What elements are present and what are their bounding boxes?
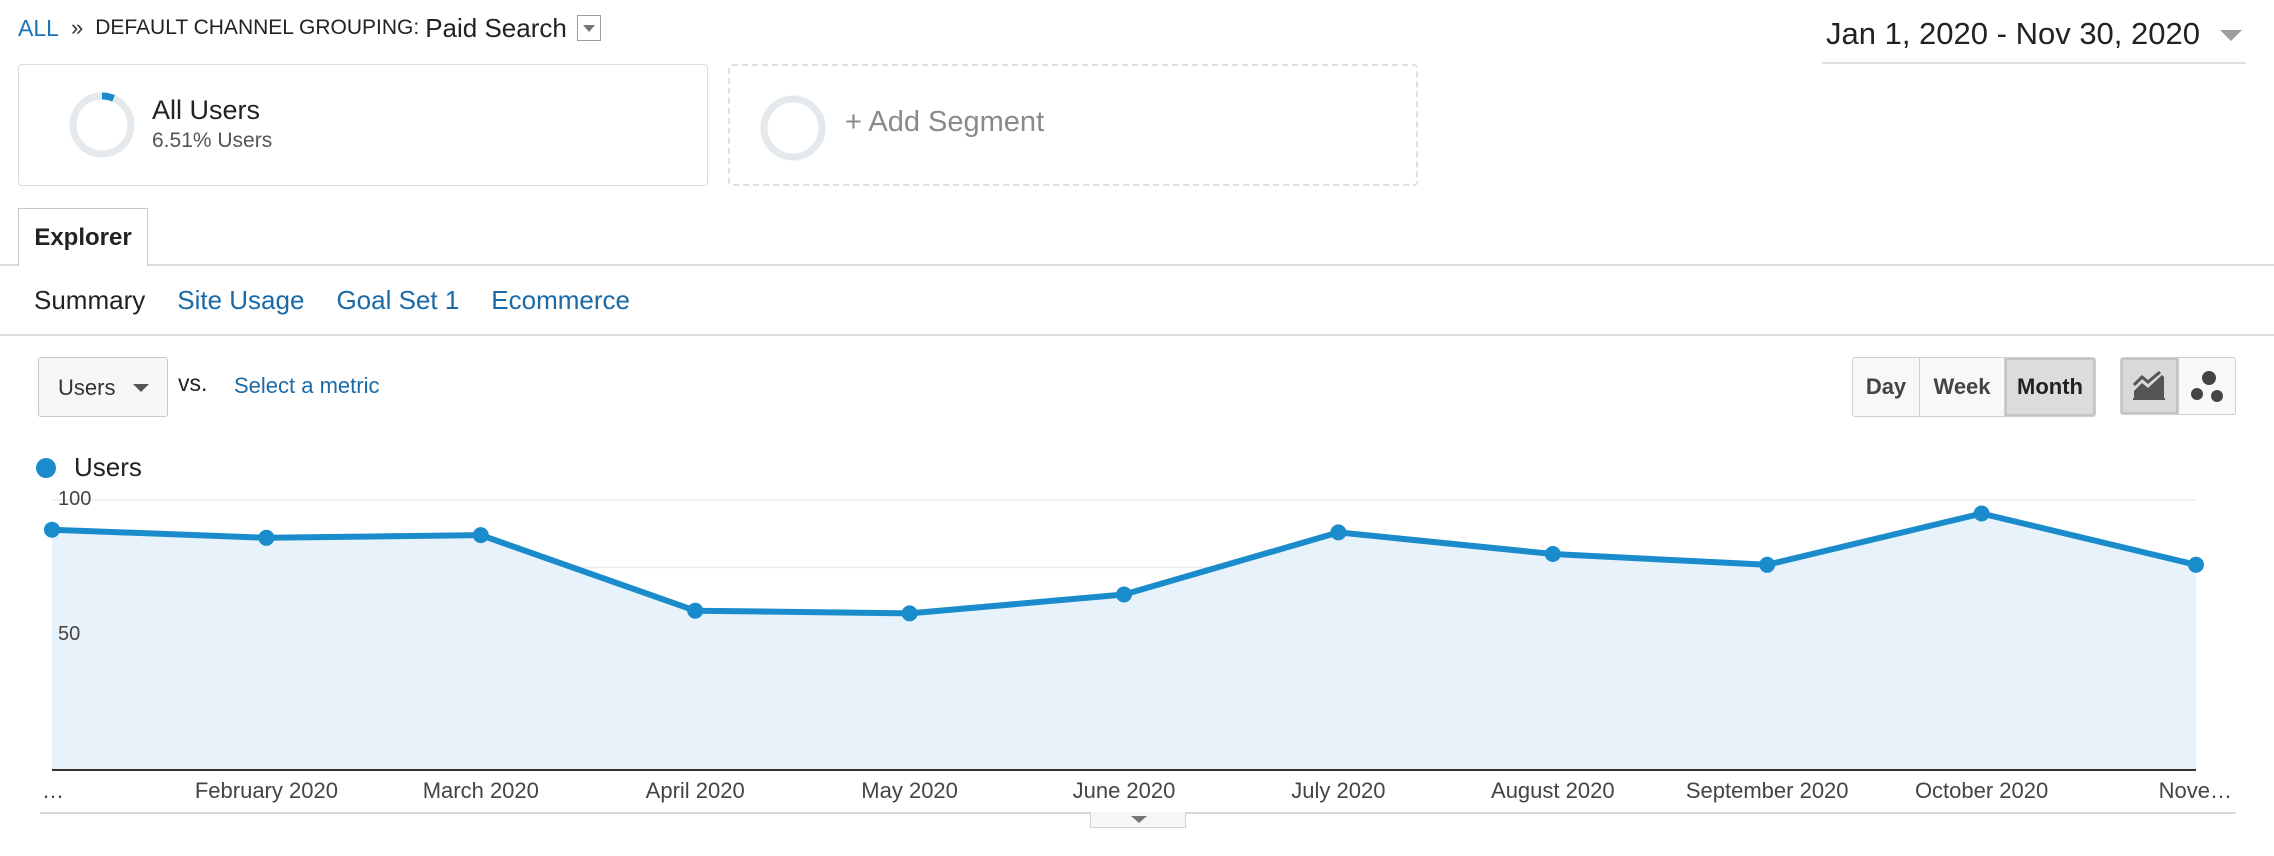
data-point[interactable]: [901, 605, 918, 622]
chart-type-toggle-group: [2120, 357, 2236, 415]
breadcrumb-all-link[interactable]: ALL: [18, 14, 59, 41]
data-point[interactable]: [1759, 556, 1776, 573]
data-point[interactable]: [1330, 524, 1347, 541]
data-point[interactable]: [1116, 586, 1132, 603]
tab-explorer[interactable]: Explorer: [18, 208, 148, 266]
subtab-divider: [0, 334, 2274, 336]
metric-select-label: Users: [58, 375, 116, 400]
data-point[interactable]: [472, 527, 489, 544]
users-line-chart: 100 50 … February 2020 March 2020 April 2020…: [42, 488, 2232, 803]
x-tick-label: …: [42, 778, 64, 803]
segment-percent: 6.51% Users: [152, 129, 273, 152]
chevron-down-icon: [2220, 30, 2242, 41]
legend-label: Users: [74, 452, 142, 482]
data-point[interactable]: [1973, 505, 1990, 522]
x-tick-label: September 2020: [1686, 778, 1849, 803]
breadcrumb-value: Paid Search: [425, 12, 567, 43]
data-point[interactable]: [2188, 556, 2204, 573]
x-axis-labels: … February 2020 March 2020 April 2020 May 20…: [42, 778, 2232, 803]
month-button[interactable]: Month: [2005, 358, 2095, 416]
x-tick-label: October 2020: [1915, 778, 2048, 803]
data-point[interactable]: [687, 602, 704, 619]
period-toggle-group: Day Week Month: [1852, 357, 2096, 417]
week-button[interactable]: Week: [1920, 358, 2005, 416]
metric-select[interactable]: Users: [38, 357, 168, 417]
x-tick-label: June 2020: [1073, 778, 1176, 803]
segment-name: All Users: [152, 95, 261, 125]
tab-divider: [0, 264, 2274, 266]
users-data-points: [44, 505, 2204, 622]
data-point[interactable]: [1544, 546, 1561, 562]
y-axis-labels: 100 50: [58, 488, 91, 645]
breadcrumb-dropdown-icon[interactable]: [576, 15, 601, 41]
subtab-ecommerce[interactable]: Ecommerce: [491, 284, 630, 315]
motion-chart-button[interactable]: [2178, 358, 2235, 414]
chart-expand-handle[interactable]: [1090, 812, 1186, 828]
subtab-site-usage[interactable]: Site Usage: [177, 284, 305, 315]
y-tick-label: 50: [58, 623, 80, 645]
y-tick-label: 100: [58, 488, 91, 510]
subtab-goal-set-1[interactable]: Goal Set 1: [336, 284, 460, 315]
chevron-down-icon: [133, 384, 149, 392]
chart-legend: Users: [36, 452, 142, 483]
breadcrumb-separator: »: [70, 15, 84, 40]
breadcrumb-dimension: DEFAULT CHANNEL GROUPING:: [95, 16, 420, 39]
x-tick-label: February 2020: [195, 778, 338, 803]
x-tick-label: May 2020: [861, 778, 958, 803]
legend-swatch: [36, 457, 56, 478]
breadcrumb: ALL » DEFAULT CHANNEL GROUPING: Paid Sea…: [18, 10, 601, 46]
line-chart-button[interactable]: [2121, 358, 2179, 414]
day-button[interactable]: Day: [1853, 358, 1920, 416]
x-tick-label: August 2020: [1491, 778, 1615, 803]
data-point[interactable]: [44, 521, 60, 538]
date-range-picker[interactable]: Jan 1, 2020 - Nov 30, 2020: [1822, 12, 2246, 64]
empty-segment-icon: [760, 95, 826, 161]
add-segment-label: + Add Segment: [845, 106, 1045, 138]
add-segment-button[interactable]: + Add Segment: [728, 64, 1418, 186]
segment-all-users[interactable]: All Users 6.51% Users: [18, 64, 708, 186]
motion-chart-icon: [2190, 371, 2223, 402]
subtab-bar: Summary Site Usage Goal Set 1 Ecommerce: [34, 282, 662, 318]
x-tick-label: March 2020: [423, 778, 539, 803]
select-metric-link[interactable]: Select a metric: [234, 373, 380, 398]
date-range-text: Jan 1, 2020 - Nov 30, 2020: [1826, 16, 2200, 51]
vs-label: vs.: [178, 370, 208, 396]
segment-donut-icon: [69, 92, 135, 158]
line-chart-icon: [2133, 371, 2166, 400]
subtab-summary[interactable]: Summary: [34, 284, 146, 315]
x-tick-label: April 2020: [646, 778, 745, 803]
x-tick-label: Nove…: [2159, 778, 2232, 803]
users-area-fill: [52, 513, 2196, 770]
data-point[interactable]: [258, 529, 275, 546]
x-tick-label: July 2020: [1291, 778, 1385, 803]
